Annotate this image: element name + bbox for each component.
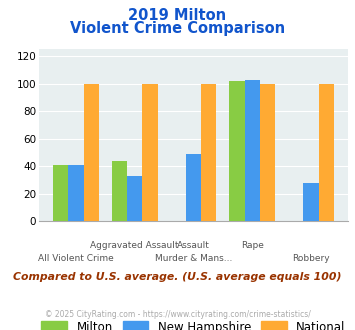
Bar xyxy=(229,81,245,221)
Bar xyxy=(318,84,334,221)
Text: All Violent Crime: All Violent Crime xyxy=(38,254,114,263)
Bar xyxy=(245,80,260,221)
Bar xyxy=(303,183,318,221)
Text: Robbery: Robbery xyxy=(292,254,330,263)
Bar xyxy=(260,84,275,221)
Text: 2019 Milton: 2019 Milton xyxy=(129,8,226,23)
Bar xyxy=(84,84,99,221)
Bar xyxy=(201,84,217,221)
Bar xyxy=(69,165,84,221)
Bar xyxy=(112,161,127,221)
Text: Rape: Rape xyxy=(241,241,264,249)
Legend: Milton, New Hampshire, National: Milton, New Hampshire, National xyxy=(37,316,350,330)
Text: Violent Crime Comparison: Violent Crime Comparison xyxy=(70,21,285,36)
Text: © 2025 CityRating.com - https://www.cityrating.com/crime-statistics/: © 2025 CityRating.com - https://www.city… xyxy=(45,310,310,318)
Text: Murder & Mans...: Murder & Mans... xyxy=(155,254,232,263)
Text: Assault: Assault xyxy=(177,241,210,249)
Text: Aggravated Assault: Aggravated Assault xyxy=(91,241,179,249)
Bar xyxy=(142,84,158,221)
Bar xyxy=(186,154,201,221)
Bar xyxy=(127,176,142,221)
Bar xyxy=(53,165,69,221)
Text: Compared to U.S. average. (U.S. average equals 100): Compared to U.S. average. (U.S. average … xyxy=(13,272,342,282)
